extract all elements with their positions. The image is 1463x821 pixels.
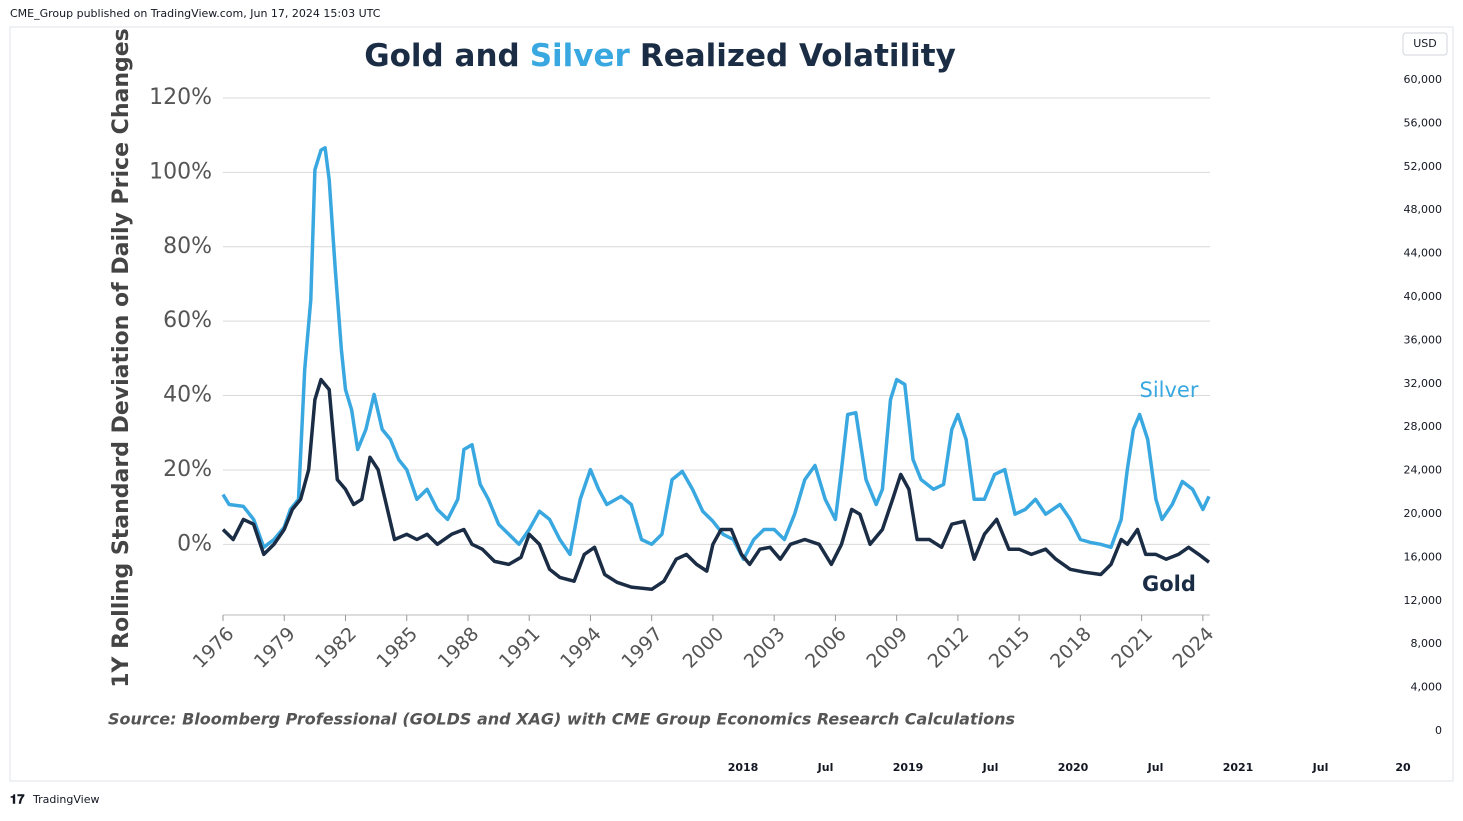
y-tick-label: 60% (163, 308, 212, 333)
price-label: 44,000 (1404, 247, 1443, 260)
y-tick-label: 80% (163, 234, 212, 259)
price-label: 48,000 (1404, 203, 1443, 216)
price-label: 0 (1435, 724, 1442, 737)
time-label: 2018 (728, 761, 759, 774)
y-tick-label: 100% (149, 159, 212, 184)
time-label: 2019 (893, 761, 924, 774)
time-label: Jul (982, 761, 999, 774)
price-label: 16,000 (1404, 550, 1443, 563)
time-label: Jul (817, 761, 834, 774)
price-label: 60,000 (1404, 73, 1443, 86)
time-label: Jul (1312, 761, 1329, 774)
price-label: 56,000 (1404, 116, 1443, 129)
title-part: Silver (530, 38, 631, 74)
price-label: 40,000 (1404, 290, 1443, 303)
title-part: Realized Volatility (640, 38, 956, 74)
series-line (221, 146, 1211, 561)
time-label: Jul (1147, 761, 1164, 774)
price-label: 36,000 (1404, 333, 1443, 346)
price-label: 12,000 (1404, 594, 1443, 607)
price-label: 8,000 (1411, 637, 1443, 650)
brand-logo: 𝟏𝟕 (10, 793, 25, 808)
brand: TradingView (32, 793, 99, 806)
chart-title: Gold and Silver Realized Volatility (364, 38, 956, 74)
price-label: 32,000 (1404, 377, 1443, 390)
chart-frame (9, 26, 1454, 782)
time-label: 20 (1395, 761, 1411, 774)
currency-box[interactable] (1402, 32, 1448, 56)
series-line (221, 377, 1211, 592)
price-label: 52,000 (1404, 160, 1443, 173)
publish-header: CME_Group published on TradingView.com, … (10, 7, 381, 20)
title-part: Gold and (364, 38, 520, 74)
y-axis-label: 1Y Rolling Standard Deviation of Daily P… (109, 28, 134, 688)
y-tick-label: 20% (163, 457, 212, 482)
series-label: Silver (1139, 378, 1198, 402)
y-tick-label: 0% (177, 531, 212, 556)
series-label: Gold (1142, 572, 1196, 596)
time-label: 2021 (1223, 761, 1254, 774)
source-note: Source: Bloomberg Professional (GOLDS an… (108, 710, 1015, 729)
y-tick-label: 120% (149, 85, 212, 110)
y-tick-label: 40% (163, 383, 212, 408)
price-label: 28,000 (1404, 420, 1443, 433)
price-label: 24,000 (1404, 464, 1443, 477)
price-label: 20,000 (1404, 507, 1443, 520)
time-label: 2020 (1058, 761, 1089, 774)
price-label: 4,000 (1411, 681, 1443, 694)
currency: USD (1413, 37, 1437, 50)
